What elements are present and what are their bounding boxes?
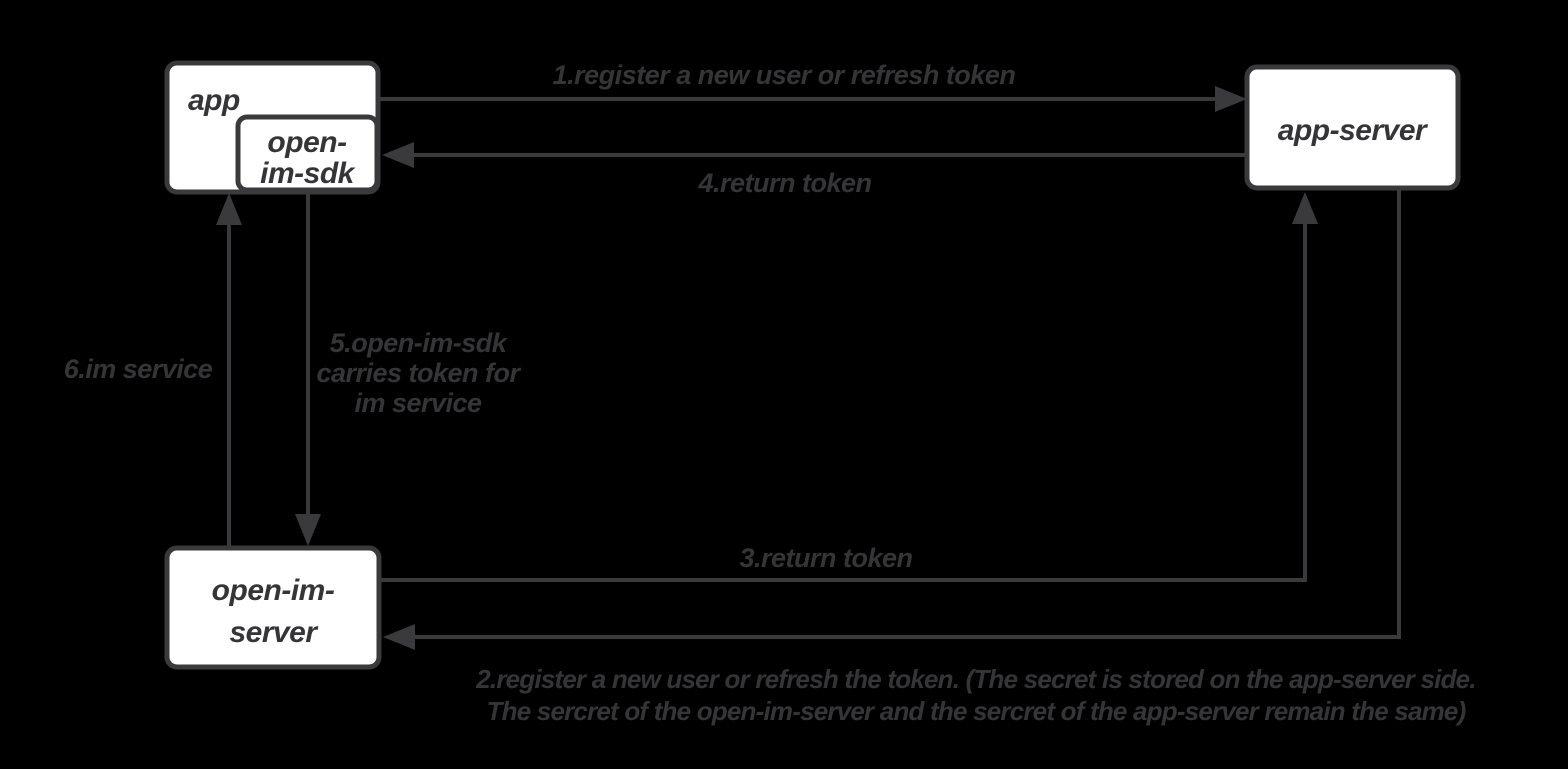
arrow-left-icon (383, 624, 415, 650)
edge-6-label: 6.im service (64, 354, 213, 384)
edge-1-label: 1.register a new user or refresh token (553, 60, 1016, 90)
app-label: app (188, 84, 240, 117)
edge-5-label-line3: im service (354, 388, 482, 418)
open-im-server-label-line2: server (229, 616, 319, 649)
edge-4-label: 4.return token (697, 168, 871, 198)
arrow-up-icon (216, 193, 242, 225)
edge-return-token-to-sdk: 4.return token (382, 142, 1247, 198)
open-im-sdk-box (235, 114, 380, 193)
edge-register-via-secret: 2.register a new user or refresh the tok… (383, 188, 1477, 726)
open-im-sdk-label-line1: open- (267, 126, 347, 159)
arrow-up-icon (1292, 192, 1318, 224)
edge-sdk-carries-token: 5.open-im-sdk carries token for im servi… (295, 190, 522, 546)
edge-2-label-line1: 2.register a new user or refresh the tok… (475, 664, 1476, 694)
edge-5-label-line2: carries token for (316, 358, 521, 388)
open-im-server-box (164, 545, 382, 670)
open-im-sdk-label-line2: im-sdk (260, 157, 356, 190)
edge-3-label: 3.return token (739, 543, 912, 573)
node-open-im-server: open-im- server (164, 545, 382, 670)
edge-im-service: 6.im service (64, 193, 242, 548)
edge-5-label-line1: 5.open-im-sdk (330, 328, 509, 358)
node-app-server: app-server (1244, 64, 1461, 191)
edge-return-token-to-app-server: 3.return token (379, 192, 1318, 582)
open-im-server-label-line1: open-im- (212, 574, 335, 607)
edge-2-label-line2: The sercret of the open-im-server and th… (487, 696, 1466, 726)
node-open-im-sdk: open- im-sdk (235, 114, 380, 193)
app-server-box (1244, 64, 1461, 191)
edge-3-line (379, 222, 1307, 582)
app-server-label: app-server (1278, 114, 1429, 147)
edge-2-line (415, 188, 1401, 639)
edge-register-token: 1.register a new user or refresh token (378, 60, 1247, 112)
arrow-left-icon (382, 142, 414, 168)
arrow-right-icon (1215, 86, 1247, 112)
arrow-down-icon (295, 514, 321, 546)
